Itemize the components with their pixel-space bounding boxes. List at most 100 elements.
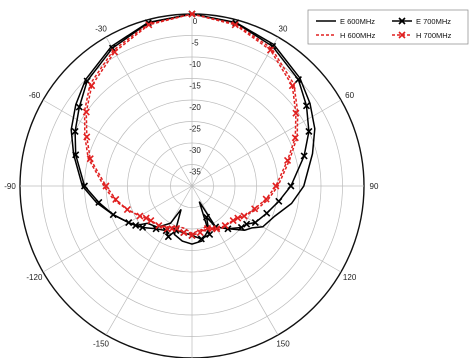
data-point-marker bbox=[231, 21, 239, 29]
data-point-marker bbox=[288, 82, 296, 90]
radial-tick-label: -35 bbox=[189, 168, 201, 177]
angle-tick-label: -120 bbox=[26, 273, 43, 282]
data-point-marker bbox=[155, 221, 163, 230]
radial-tick-label: -30 bbox=[189, 146, 201, 155]
angle-tick-label: 30 bbox=[279, 24, 288, 33]
data-point-marker bbox=[188, 10, 196, 18]
series bbox=[83, 13, 299, 235]
radial-tick-label: -5 bbox=[191, 39, 199, 48]
grid-spoke bbox=[191, 185, 342, 273]
data-point-marker bbox=[263, 209, 271, 217]
data-point-marker bbox=[144, 19, 152, 27]
series-layer bbox=[70, 10, 316, 245]
angle-tick-label: -30 bbox=[95, 24, 107, 33]
angle-tick-label: -60 bbox=[29, 91, 41, 100]
grid-spoke bbox=[105, 36, 193, 187]
data-point-marker bbox=[123, 205, 131, 214]
data-point-marker bbox=[305, 127, 313, 136]
angle-tick-label: 90 bbox=[370, 182, 379, 191]
legend-entry: H 700MHz bbox=[416, 31, 452, 40]
data-point-marker bbox=[262, 195, 270, 203]
angle-tick-label: -150 bbox=[93, 340, 110, 349]
data-point-marker bbox=[75, 103, 83, 111]
data-point-marker bbox=[102, 182, 110, 190]
data-point-marker bbox=[71, 127, 79, 136]
data-point-marker bbox=[251, 205, 259, 213]
data-point-marker bbox=[188, 231, 196, 240]
data-point-marker bbox=[95, 198, 103, 206]
grid-spoke bbox=[105, 185, 193, 336]
data-point-marker bbox=[125, 218, 133, 227]
data-point-marker bbox=[139, 223, 147, 232]
radial-tick-label: 0 bbox=[193, 17, 198, 26]
data-point-marker bbox=[147, 216, 155, 225]
data-point-marker bbox=[163, 225, 171, 233]
data-point-marker bbox=[132, 221, 140, 230]
angle-tick-label: -90 bbox=[4, 182, 16, 191]
data-point-marker bbox=[398, 31, 406, 39]
angle-tick-label: 150 bbox=[276, 340, 290, 349]
series bbox=[70, 13, 316, 245]
data-point-marker bbox=[202, 213, 211, 221]
data-point-marker bbox=[111, 48, 119, 56]
angle-tick-label: 120 bbox=[343, 273, 357, 282]
data-point-marker bbox=[112, 195, 120, 204]
grid-spoke bbox=[42, 99, 193, 187]
data-point-marker bbox=[291, 134, 299, 142]
data-point-marker bbox=[86, 155, 94, 163]
data-point-marker bbox=[142, 214, 150, 222]
data-point-marker bbox=[196, 229, 204, 237]
data-point-marker bbox=[243, 220, 251, 228]
data-point-marker bbox=[302, 102, 311, 110]
data-point-marker bbox=[88, 82, 96, 90]
radial-tick-label: -15 bbox=[189, 82, 201, 91]
data-point-marker bbox=[221, 221, 229, 230]
grid-spoke bbox=[191, 36, 279, 187]
series-line bbox=[83, 13, 299, 235]
grid-spoke bbox=[42, 185, 193, 273]
series bbox=[82, 10, 300, 240]
data-point-marker bbox=[287, 182, 295, 190]
legend-entry: E 600MHz bbox=[340, 17, 375, 26]
data-point-marker bbox=[197, 235, 205, 243]
legend-box bbox=[307, 9, 469, 45]
grid-spoke bbox=[191, 185, 279, 336]
data-point-marker bbox=[300, 152, 308, 160]
data-point-marker bbox=[292, 109, 300, 117]
data-point-marker bbox=[83, 133, 91, 141]
radial-tick-label: -25 bbox=[189, 125, 201, 134]
data-point-marker bbox=[180, 229, 188, 237]
radial-tick-label: -10 bbox=[189, 60, 201, 69]
series-line bbox=[70, 13, 316, 245]
data-point-marker bbox=[206, 230, 214, 239]
data-point-marker bbox=[251, 218, 259, 227]
legend-entry: E 700MHz bbox=[416, 17, 451, 26]
data-point-marker bbox=[272, 182, 280, 190]
data-point-marker bbox=[398, 17, 406, 25]
data-point-marker bbox=[237, 223, 245, 232]
legend: E 600MHz E 700MHz H 600MHz H 700MHz bbox=[307, 9, 469, 45]
data-point-marker bbox=[72, 151, 80, 159]
data-point-marker bbox=[82, 108, 90, 116]
data-point-marker bbox=[266, 46, 275, 54]
data-point-marker bbox=[240, 212, 248, 220]
data-point-marker bbox=[229, 216, 237, 225]
data-point-marker bbox=[136, 212, 144, 220]
legend-entry: H 600MHz bbox=[340, 31, 376, 40]
data-point-marker bbox=[203, 224, 212, 232]
data-point-marker bbox=[108, 44, 117, 52]
angle-tick-labels: 306090120150180-150-120-90-60-30 bbox=[4, 24, 379, 349]
data-point-marker bbox=[294, 76, 302, 84]
data-point-marker bbox=[80, 182, 89, 190]
data-point-marker bbox=[145, 21, 153, 29]
data-point-marker bbox=[283, 156, 292, 164]
radial-tick-labels: 0 -5 -10 -15 -20 -25 -30 -35 bbox=[189, 17, 201, 177]
data-point-marker bbox=[234, 214, 242, 222]
data-point-marker bbox=[275, 197, 283, 205]
data-point-marker bbox=[109, 211, 117, 219]
data-point-marker bbox=[164, 233, 172, 241]
radial-tick-label: -20 bbox=[189, 103, 201, 112]
angle-tick-label: 60 bbox=[345, 91, 354, 100]
grid-spoke bbox=[191, 99, 342, 187]
